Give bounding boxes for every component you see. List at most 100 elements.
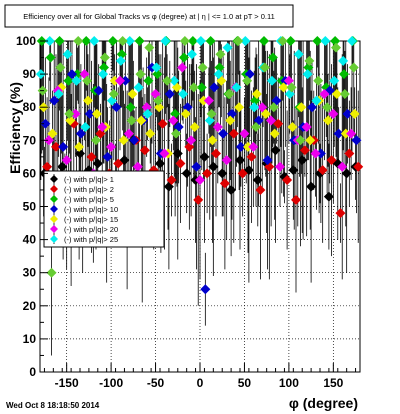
data-point-series-5 — [180, 108, 191, 119]
data-point-series-3 — [285, 36, 296, 46]
data-point-series-2 — [282, 175, 293, 186]
x-tick-label: -150 — [55, 376, 79, 390]
data-point-series-8 — [339, 88, 350, 99]
data-point-series-8 — [268, 102, 279, 113]
data-point-series-2 — [344, 148, 355, 159]
data-point-series-7 — [320, 36, 331, 46]
x-tick-label: 100 — [279, 376, 299, 390]
data-point-series-5 — [251, 88, 262, 99]
data-point-series-7 — [338, 55, 349, 66]
data-point-series-1 — [288, 165, 299, 176]
data-point-series-7 — [222, 42, 233, 53]
data-point-series-6 — [159, 148, 170, 159]
legend-marker — [50, 225, 58, 233]
data-point-series-2 — [299, 145, 310, 156]
data-point-series-6 — [177, 62, 188, 73]
data-point-series-1 — [75, 148, 85, 159]
data-point-series-3 — [205, 36, 216, 46]
data-point-series-6 — [70, 108, 81, 119]
data-point-series-2 — [211, 148, 221, 159]
data-point-series-8 — [242, 75, 253, 86]
data-point-series-2 — [139, 145, 150, 156]
data-point-series-1 — [297, 155, 308, 166]
data-point-series-5 — [207, 135, 218, 146]
data-point-series-1 — [217, 168, 228, 179]
data-point-series-4 — [93, 85, 104, 96]
data-point-series-5 — [83, 95, 93, 106]
data-point-series-8 — [251, 122, 261, 133]
data-point-series-1 — [57, 161, 68, 172]
data-point-series-7 — [124, 36, 135, 46]
data-point-series-7 — [169, 75, 180, 86]
data-point-series-7 — [293, 49, 304, 60]
data-point-series-3 — [99, 62, 109, 73]
data-point-series-6 — [97, 122, 108, 133]
data-point-series-4 — [262, 155, 273, 166]
data-point-series-1 — [155, 158, 165, 169]
data-point-series-2 — [255, 184, 266, 195]
data-point-series-4 — [120, 75, 131, 86]
data-point-series-8 — [144, 42, 155, 53]
x-axis-ticks: -150 -100 -50 0 50 100 150 — [43, 363, 357, 390]
data-point-series-7 — [249, 102, 260, 113]
data-point-series-8 — [126, 115, 137, 126]
data-point-series-3 — [179, 52, 189, 63]
data-point-series-2 — [317, 165, 328, 176]
data-point-series-7 — [347, 36, 357, 46]
legend-marker — [50, 185, 58, 193]
data-point-series-6 — [186, 135, 197, 146]
data-point-series-4 — [102, 151, 113, 162]
legend-label: (-) with p/|q|> 20 — [64, 225, 118, 234]
data-point-series-4 — [40, 118, 51, 129]
data-point-series-8 — [46, 267, 57, 278]
y-tick-label: 0 — [29, 365, 36, 379]
legend-marker — [50, 205, 58, 213]
data-point-series-4 — [315, 148, 326, 159]
data-point-series-8 — [304, 55, 315, 66]
data-point-series-2 — [113, 158, 124, 169]
data-point-series-2 — [157, 118, 168, 129]
data-point-series-2 — [326, 155, 337, 166]
data-point-series-8 — [224, 88, 235, 99]
data-point-series-2 — [291, 194, 301, 205]
data-point-series-7 — [329, 75, 340, 86]
data-point-series-5 — [47, 128, 58, 139]
data-point-series-6 — [195, 175, 205, 186]
data-point-series-1 — [92, 158, 103, 169]
data-point-series-7 — [71, 75, 82, 86]
y-tick-label: 60 — [23, 166, 37, 180]
y-tick-label: 30 — [23, 266, 37, 280]
data-point-series-4 — [235, 141, 246, 152]
data-point-series-3 — [134, 36, 145, 46]
data-point-series-2 — [353, 161, 364, 172]
data-point-series-4 — [67, 69, 77, 80]
data-point-series-4 — [84, 108, 95, 119]
data-point-series-3 — [303, 62, 314, 73]
data-point-series-4 — [307, 102, 317, 113]
data-point-series-2 — [228, 128, 239, 139]
data-point-series-5 — [269, 128, 280, 139]
data-point-series-6 — [212, 122, 223, 133]
data-point-series-1 — [226, 184, 237, 195]
data-point-series-8 — [348, 62, 359, 73]
data-point-series-3 — [187, 36, 198, 46]
data-point-series-3 — [125, 102, 136, 113]
data-point-series-8 — [171, 128, 181, 139]
data-point-series-7 — [62, 49, 73, 60]
data-point-series-7 — [89, 36, 100, 46]
data-point-series-8 — [179, 36, 190, 46]
data-point-series-2 — [193, 194, 204, 205]
data-point-series-4 — [333, 128, 344, 139]
legend-box — [43, 170, 165, 248]
y-tick-label: 90 — [23, 67, 37, 81]
data-point-series-2 — [86, 151, 97, 162]
data-point-series-5 — [65, 115, 76, 126]
y-tick-label: 50 — [23, 200, 37, 214]
data-point-series-1 — [208, 161, 219, 172]
data-point-series-6 — [43, 135, 54, 146]
data-point-series-5 — [145, 128, 156, 139]
data-point-series-1 — [323, 191, 334, 202]
data-point-series-5 — [340, 128, 351, 139]
data-point-series-7 — [160, 36, 171, 46]
data-point-series-8 — [313, 75, 324, 86]
